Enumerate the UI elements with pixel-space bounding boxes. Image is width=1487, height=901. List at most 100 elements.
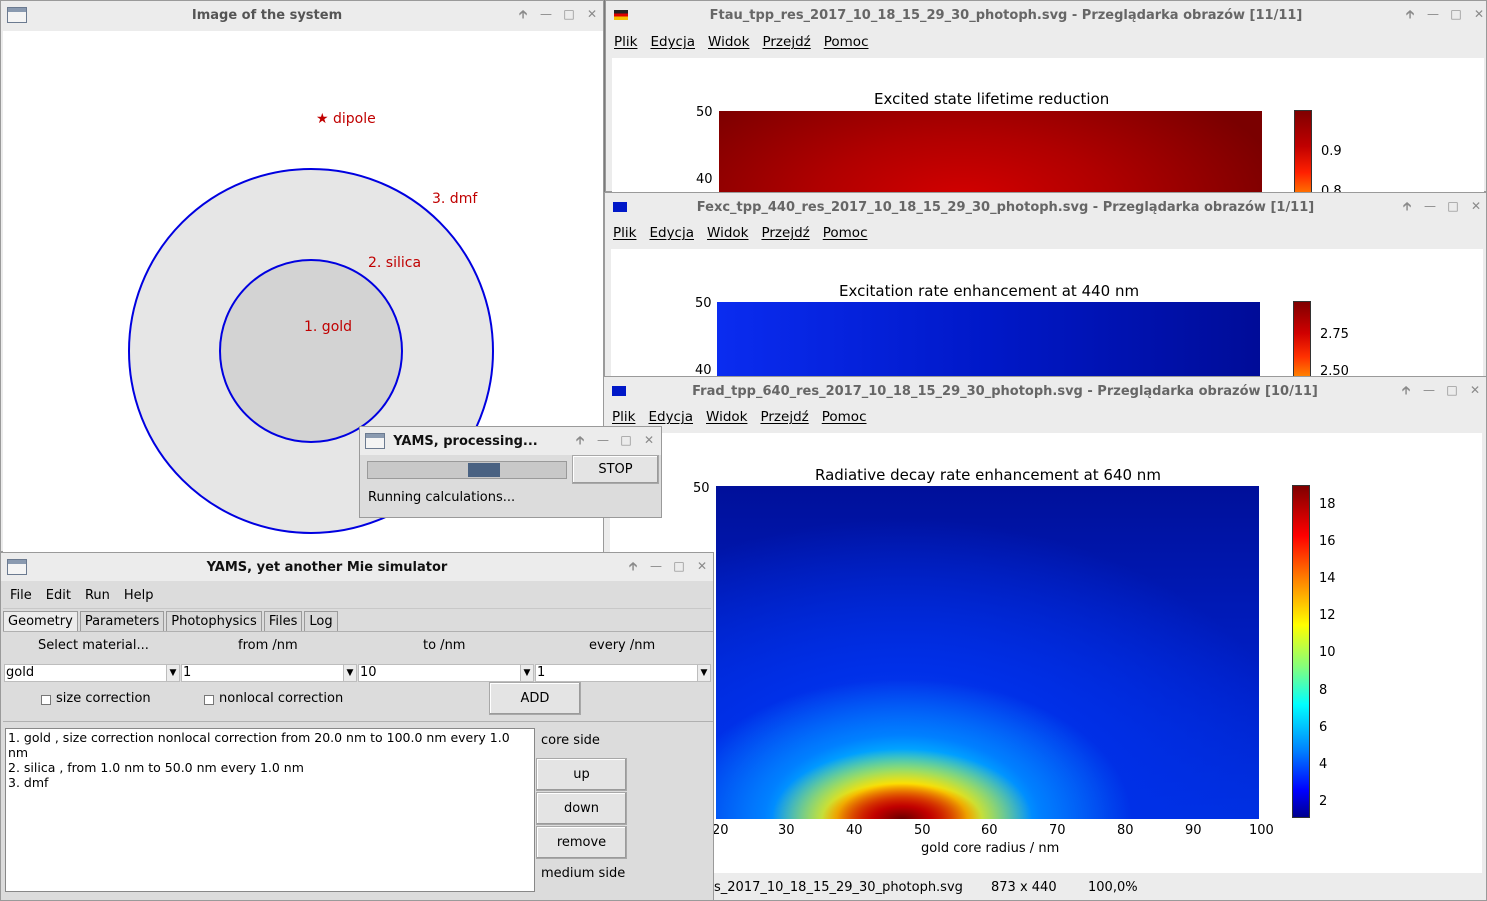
- menu-przejdz[interactable]: Przejdź: [761, 225, 810, 241]
- remove-button[interactable]: remove: [536, 826, 627, 859]
- viewer-image: Excitation rate enhancement at 440 nm 50…: [611, 249, 1483, 378]
- maximize-icon[interactable]: □: [1447, 199, 1459, 213]
- menu-przejdz[interactable]: Przejdź: [762, 34, 811, 50]
- stop-button[interactable]: STOP: [572, 455, 659, 484]
- chevron-down-icon[interactable]: ▼: [166, 665, 179, 681]
- from-combo[interactable]: 1 ▼: [181, 664, 357, 682]
- colorbar-tick: 12: [1319, 608, 1336, 623]
- tab-geometry[interactable]: Geometry: [3, 611, 78, 632]
- down-button[interactable]: down: [536, 792, 627, 825]
- menu-pomoc[interactable]: Pomoc: [821, 409, 867, 425]
- colorbar: [1293, 301, 1311, 378]
- menu-widok[interactable]: Widok: [708, 34, 750, 50]
- maximize-icon[interactable]: □: [673, 559, 685, 573]
- nonlocal-correction-label: nonlocal correction: [219, 691, 344, 706]
- flag-icon: [612, 386, 626, 396]
- nonlocal-correction-checkbox[interactable]: [204, 695, 214, 705]
- colorbar-tick: 8: [1319, 683, 1328, 698]
- close-icon[interactable]: ✕: [1469, 383, 1481, 397]
- menu-widok[interactable]: Widok: [707, 225, 749, 241]
- viewer-titlebar[interactable]: Ftau_tpp_res_2017_10_18_15_29_30_photoph…: [606, 1, 1486, 29]
- menu-plik[interactable]: Plik: [613, 225, 637, 241]
- tab-photophysics[interactable]: Photophysics: [166, 611, 262, 632]
- viewer-frad: Frad_tpp_640_res_2017_10_18_15_29_30_pho…: [603, 376, 1487, 901]
- list-item[interactable]: 3. dmf: [8, 775, 49, 790]
- layer-list[interactable]: 1. gold , size correction nonlocal corre…: [5, 728, 535, 892]
- minimize-icon[interactable]: —: [540, 7, 552, 21]
- status-dimensions: 873 x 440: [991, 880, 1057, 895]
- menu-plik[interactable]: Plik: [614, 34, 638, 50]
- x-tick: 80: [1117, 823, 1134, 838]
- maximize-icon[interactable]: □: [563, 7, 575, 21]
- tab-parameters[interactable]: Parameters: [79, 611, 165, 632]
- menu-help[interactable]: Help: [123, 588, 154, 603]
- to-combo[interactable]: 10 ▼: [358, 664, 534, 682]
- maximize-icon[interactable]: □: [1450, 7, 1462, 21]
- flag-icon: [614, 10, 628, 20]
- list-item[interactable]: 2. silica , from 1.0 nm to 50.0 nm every…: [8, 760, 304, 775]
- shade-icon[interactable]: 🡱: [518, 7, 528, 21]
- tab-files[interactable]: Files: [263, 611, 303, 632]
- y-tick: 50: [696, 105, 713, 120]
- x-tick: 90: [1185, 823, 1202, 838]
- close-icon[interactable]: ✕: [696, 559, 708, 573]
- shade-icon[interactable]: 🡱: [1402, 199, 1412, 213]
- viewer-titlebar[interactable]: Fexc_tpp_440_res_2017_10_18_15_29_30_pho…: [605, 193, 1486, 221]
- colorbar-tick: 16: [1319, 534, 1336, 549]
- menu-widok[interactable]: Widok: [706, 409, 748, 425]
- menu-edycja[interactable]: Edycja: [649, 225, 695, 241]
- dialog-titlebar[interactable]: YAMS, processing... 🡱 — □ ✕: [360, 427, 661, 455]
- window-icon[interactable]: [7, 559, 27, 575]
- shade-icon[interactable]: 🡱: [1401, 383, 1411, 397]
- window-title: YAMS, yet another Mie simulator: [206, 560, 448, 575]
- chevron-down-icon[interactable]: ▼: [520, 665, 533, 681]
- add-button[interactable]: ADD: [489, 682, 581, 715]
- layer-label-silica: 2. silica: [368, 255, 422, 271]
- yams-titlebar[interactable]: YAMS, yet another Mie simulator 🡱 — □ ✕: [1, 553, 713, 581]
- close-icon[interactable]: ✕: [586, 7, 598, 21]
- menu-edit[interactable]: Edit: [45, 588, 71, 603]
- material-header: Select material...: [38, 638, 149, 653]
- heatmap-plot: [717, 302, 1260, 378]
- chevron-down-icon[interactable]: ▼: [343, 665, 356, 681]
- chevron-down-icon[interactable]: ▼: [697, 665, 710, 681]
- menu-pomoc[interactable]: Pomoc: [823, 34, 869, 50]
- minimize-icon[interactable]: —: [650, 559, 662, 573]
- window-icon[interactable]: [7, 7, 27, 23]
- menu-plik[interactable]: Plik: [612, 409, 636, 425]
- minimize-icon[interactable]: —: [1423, 383, 1435, 397]
- system-canvas: ★ dipole 3. dmf 2. silica 1. gold: [3, 31, 603, 553]
- material-combo[interactable]: gold ▼: [4, 664, 180, 682]
- maximize-icon[interactable]: □: [620, 433, 632, 447]
- shade-icon[interactable]: 🡱: [1405, 7, 1415, 21]
- menu-przejdz[interactable]: Przejdź: [760, 409, 809, 425]
- menu-file[interactable]: File: [10, 588, 32, 603]
- tab-log[interactable]: Log: [304, 611, 338, 632]
- menu-edycja[interactable]: Edycja: [648, 409, 694, 425]
- list-item[interactable]: 1. gold , size correction nonlocal corre…: [8, 730, 510, 760]
- heatmap-plot: [716, 486, 1259, 819]
- viewer-menubar: Plik Edycja Widok Przejdź Pomoc: [604, 405, 1486, 429]
- window-icon[interactable]: [365, 433, 385, 449]
- minimize-icon[interactable]: —: [1427, 7, 1439, 21]
- menu-edycja[interactable]: Edycja: [650, 34, 696, 50]
- every-combo[interactable]: 1 ▼: [535, 664, 711, 682]
- close-icon[interactable]: ✕: [1473, 7, 1485, 21]
- up-button[interactable]: up: [536, 758, 627, 791]
- minimize-icon[interactable]: —: [597, 433, 609, 447]
- size-correction-checkbox[interactable]: [41, 695, 51, 705]
- colorbar-tick: 2.50: [1320, 364, 1349, 378]
- viewer-titlebar[interactable]: Frad_tpp_640_res_2017_10_18_15_29_30_pho…: [604, 377, 1486, 405]
- system-titlebar[interactable]: Image of the system 🡱 — □ ✕: [1, 1, 603, 29]
- colorbar-tick: 2: [1319, 794, 1328, 809]
- core-side-label: core side: [541, 733, 600, 748]
- maximize-icon[interactable]: □: [1446, 383, 1458, 397]
- close-icon[interactable]: ✕: [1470, 199, 1482, 213]
- shade-icon[interactable]: 🡱: [628, 559, 638, 573]
- x-tick: 30: [778, 823, 795, 838]
- close-icon[interactable]: ✕: [643, 433, 655, 447]
- minimize-icon[interactable]: —: [1424, 199, 1436, 213]
- shade-icon[interactable]: 🡱: [575, 433, 585, 447]
- menu-pomoc[interactable]: Pomoc: [822, 225, 868, 241]
- menu-run[interactable]: Run: [84, 588, 110, 603]
